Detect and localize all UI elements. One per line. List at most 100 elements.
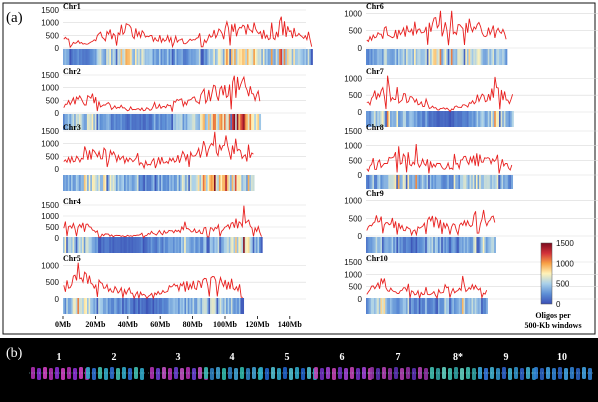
- density-cell: [399, 237, 402, 253]
- karyotype-number: 2: [112, 352, 117, 363]
- colorbar-tick-label: 1000: [556, 259, 574, 268]
- density-cell: [118, 114, 121, 130]
- density-cell: [422, 111, 425, 127]
- density-cell: [204, 175, 207, 191]
- density-cell: [436, 111, 439, 127]
- density-cell: [188, 175, 191, 191]
- chromosome-blob: [460, 368, 464, 380]
- density-cell: [90, 237, 93, 253]
- density-cell: [156, 175, 159, 191]
- density-cell: [236, 175, 239, 191]
- density-cell: [70, 114, 73, 130]
- density-cell: [255, 114, 258, 130]
- density-cell: [235, 49, 238, 65]
- density-cell: [93, 49, 96, 65]
- oligo-density-line: [366, 209, 496, 237]
- density-cell: [202, 49, 205, 65]
- density-cell: [442, 111, 445, 127]
- density-cell: [468, 49, 471, 65]
- density-cell: [242, 298, 245, 314]
- density-cell: [139, 237, 142, 253]
- density-cell: [396, 49, 399, 65]
- density-cell: [463, 175, 466, 189]
- density-cell: [198, 49, 201, 65]
- density-cell: [396, 111, 399, 127]
- density-cell: [492, 49, 495, 65]
- density-cell: [418, 111, 421, 127]
- density-cell: [264, 49, 267, 65]
- density-cell: [155, 114, 158, 130]
- density-cell: [78, 298, 81, 314]
- density-cell: [463, 237, 466, 253]
- density-cell: [406, 111, 409, 127]
- density-cell: [493, 175, 496, 189]
- density-cell: [75, 114, 78, 130]
- density-cell: [377, 49, 380, 65]
- x-axis: 0Mb 20Mb 40Mb 60Mb 80Mb 100Mb 120Mb 140Mb: [55, 316, 302, 329]
- density-cell: [404, 175, 407, 189]
- density-cell: [212, 175, 215, 191]
- density-cell: [369, 175, 372, 189]
- density-cell: [152, 175, 155, 191]
- density-cell: [230, 298, 233, 314]
- density-cell: [123, 49, 126, 65]
- density-cell: [82, 175, 85, 191]
- density-cell: [77, 298, 80, 314]
- chromosome-blob: [277, 368, 281, 380]
- y-tick-label: 0: [55, 295, 60, 304]
- density-cell: [486, 237, 488, 253]
- density-cell: [169, 114, 172, 130]
- chromosome-blob: [128, 368, 132, 380]
- y-tick-label: 500: [349, 156, 363, 165]
- chart-chr6: 1000 500 0 Chr6: [344, 2, 598, 65]
- density-cell: [170, 175, 173, 191]
- density-cell: [468, 237, 471, 253]
- density-cell: [256, 49, 259, 65]
- density-cell: [441, 49, 444, 65]
- density-cell: [198, 298, 201, 314]
- chromosome-blob: [61, 368, 65, 380]
- density-cell: [161, 114, 164, 130]
- density-cell: [257, 114, 260, 130]
- density-cell: [187, 237, 190, 253]
- density-cell: [398, 49, 401, 65]
- density-cell: [82, 49, 85, 65]
- density-strip: [63, 237, 263, 253]
- density-cell: [67, 175, 70, 191]
- density-cell: [155, 49, 158, 65]
- y-tick-label: 500: [46, 31, 60, 40]
- density-cell: [107, 114, 110, 130]
- density-cell: [155, 298, 158, 314]
- density-cell: [190, 298, 193, 314]
- chromosome-blob: [448, 368, 452, 380]
- density-cell: [423, 237, 426, 253]
- density-cell: [412, 298, 415, 314]
- density-cell: [158, 49, 161, 65]
- density-cell: [370, 111, 373, 127]
- density-cell: [207, 175, 210, 191]
- density-cell: [380, 298, 383, 314]
- chromosome-blob: [222, 368, 226, 380]
- density-cell: [484, 111, 487, 127]
- density-cell: [183, 175, 186, 191]
- density-cell: [206, 298, 209, 314]
- density-cell: [217, 175, 220, 191]
- density-cell: [96, 298, 99, 314]
- density-cell: [460, 237, 463, 253]
- density-cell: [213, 49, 216, 65]
- density-cell: [72, 114, 75, 130]
- density-cell: [128, 237, 131, 253]
- density-cell: [463, 49, 466, 65]
- density-cell: [425, 298, 428, 314]
- density-cell: [165, 298, 168, 314]
- density-cell: [142, 114, 145, 130]
- density-cell: [398, 111, 401, 127]
- density-cell: [439, 111, 442, 127]
- density-cell: [450, 49, 453, 65]
- density-cell: [176, 49, 179, 65]
- density-cell: [366, 237, 368, 253]
- chromosome-blob: [496, 368, 500, 380]
- density-cell: [420, 49, 423, 65]
- density-cell: [180, 237, 183, 253]
- density-cell: [485, 298, 488, 314]
